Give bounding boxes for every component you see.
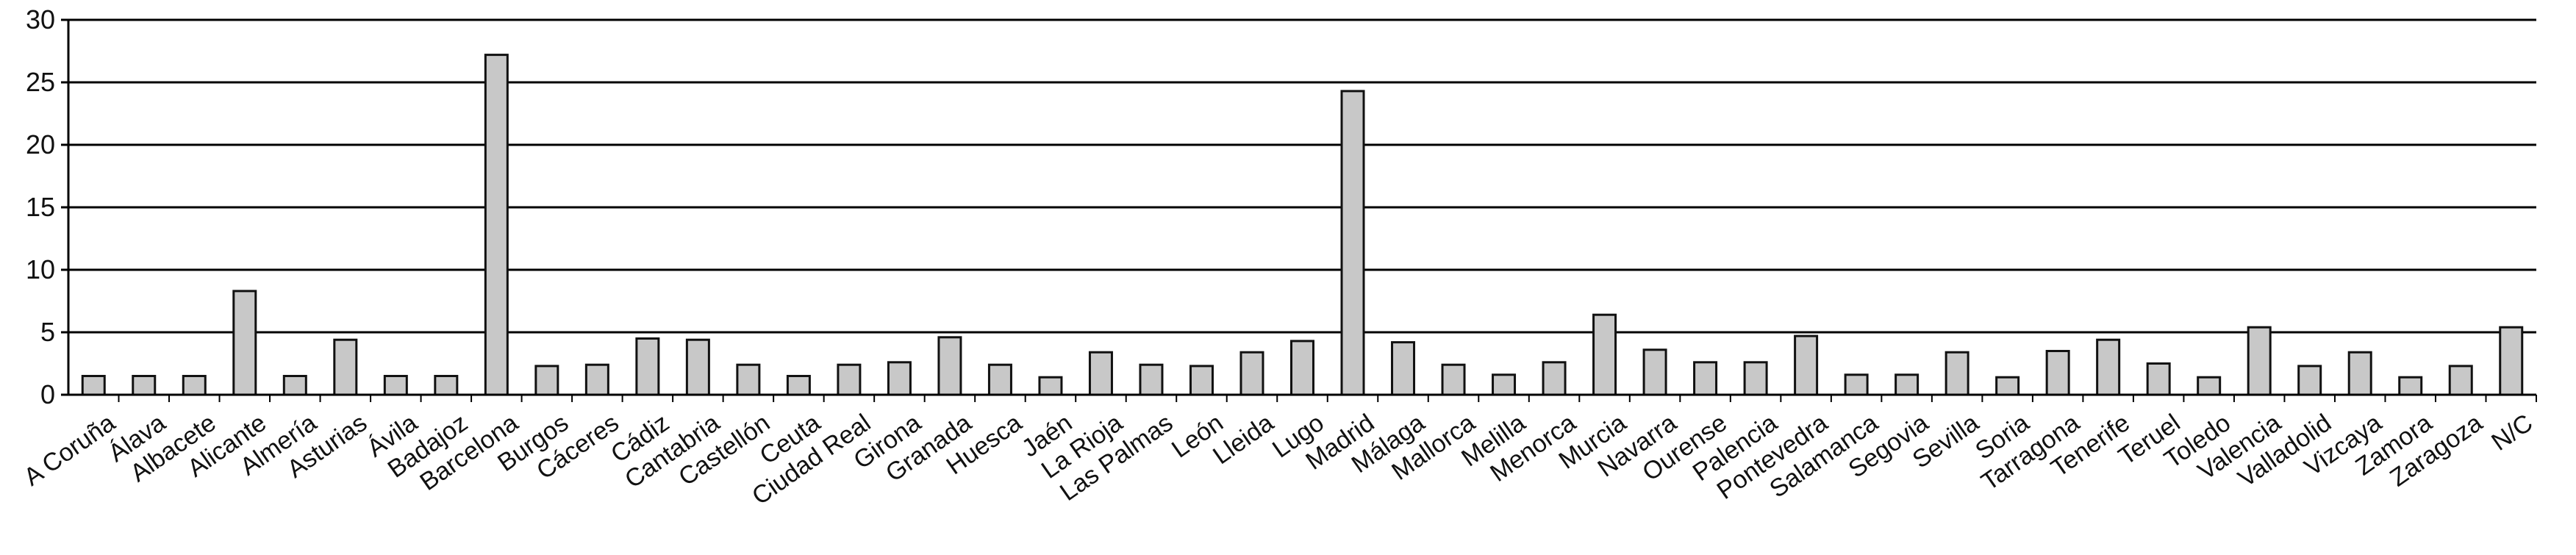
x-tick-label: A Coruña [19, 409, 121, 491]
bar [2045, 350, 2070, 396]
bar [1844, 373, 1869, 396]
bar [282, 375, 307, 396]
bar [132, 375, 157, 396]
axes [61, 18, 2537, 402]
x-tick-labels: A CoruñaÁlavaAlbaceteAlicanteAlmeríaAstu… [19, 409, 2538, 511]
y-tick-label: 30 [26, 4, 55, 35]
y-tick-label: 25 [26, 67, 55, 97]
bar [1794, 334, 1819, 396]
bar [1038, 376, 1063, 396]
bar [1642, 348, 1667, 396]
bar [1239, 351, 1264, 396]
x-tick-label: N/C [2486, 409, 2538, 456]
bar [2247, 326, 2272, 396]
bar [383, 375, 408, 396]
bar [1139, 363, 1164, 396]
bar [2096, 338, 2121, 396]
bar [584, 363, 609, 396]
bars [81, 54, 2524, 396]
bar [837, 363, 862, 396]
bar [685, 338, 710, 396]
bar [2347, 351, 2372, 396]
bar [81, 375, 106, 396]
bar [1944, 351, 1969, 396]
bar [1743, 361, 1768, 396]
bar [937, 336, 962, 396]
bar [333, 338, 358, 396]
y-tick-label: 10 [26, 254, 55, 284]
bar [1542, 361, 1567, 396]
bar [2448, 365, 2473, 396]
bar [232, 290, 257, 396]
bar [1492, 373, 1517, 396]
bar [534, 365, 559, 396]
bar [182, 375, 207, 396]
bar [2398, 376, 2423, 396]
bar [1995, 376, 2020, 396]
bar [1340, 90, 1365, 396]
y-tick-label: 15 [26, 192, 55, 222]
bar [2297, 365, 2322, 396]
y-tick-label: 5 [40, 317, 55, 347]
y-tick-labels: 0 5 10 15 20 25 30 [26, 4, 55, 409]
gridlines [68, 18, 2536, 396]
bar [2499, 326, 2524, 396]
bar [2146, 362, 2171, 396]
bar [484, 54, 509, 396]
bar [1290, 340, 1314, 396]
bar [1189, 365, 1214, 396]
bar [736, 363, 761, 396]
bar [1693, 361, 1718, 396]
y-tick-label: 0 [40, 379, 55, 409]
bar [887, 361, 912, 396]
bar [1441, 363, 1466, 396]
bar [2197, 376, 2222, 396]
bar [786, 375, 811, 396]
bar [635, 337, 660, 396]
bar [987, 363, 1012, 396]
bar [1592, 313, 1617, 396]
bar [1895, 373, 1920, 396]
y-tick-label: 20 [26, 129, 55, 160]
bar [434, 375, 459, 396]
bar [1088, 351, 1113, 396]
bar [1391, 341, 1416, 396]
